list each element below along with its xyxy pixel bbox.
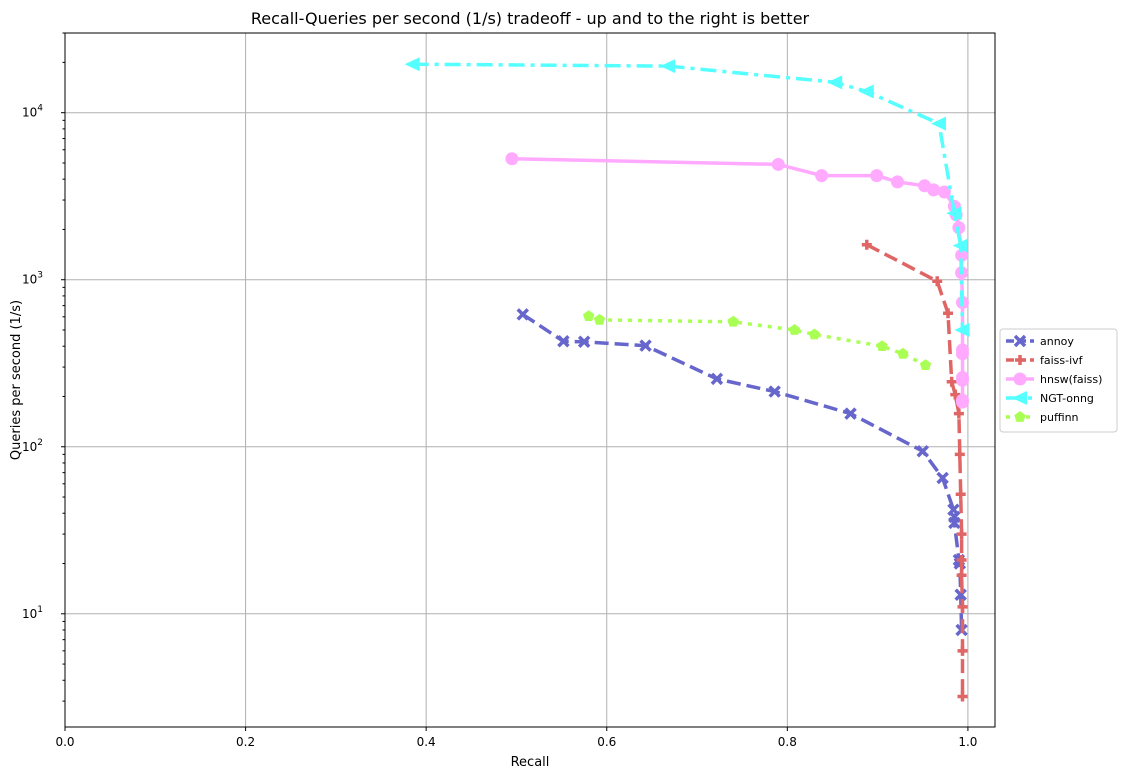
data-point [516,308,530,321]
y-axis-label: Queries per second (1/s) [9,300,24,460]
legend-item: NGT-onng [1006,391,1094,405]
data-point [890,175,904,189]
data-point [577,335,591,349]
legend-swatch-marker [1015,355,1025,365]
data-point [956,570,967,581]
legend-swatch-marker [1012,391,1027,405]
data-point [946,376,957,387]
data-point [931,116,947,131]
data-point [710,372,724,386]
data-point [916,445,930,458]
data-point [957,645,968,656]
data-point [946,206,962,221]
data-point [771,157,785,171]
data-point [936,471,949,485]
legend-swatch-marker [1014,411,1026,422]
data-point [953,408,964,419]
x-tick-label: 0.8 [778,735,797,749]
data-point [919,359,932,370]
data-point [897,347,909,359]
data-point [955,489,966,500]
y-tick-label: 104 [22,104,43,120]
data-point [955,395,969,409]
data-point [827,75,843,90]
x-tick-label: 0.2 [236,735,255,749]
legend: annoy faiss-ivf hnsw(faiss) NGT-onng puffinn [999,328,1118,433]
series-ngt-onng [404,57,970,338]
data-point [660,59,676,74]
legend-label: hnsw(faiss) [1040,373,1102,386]
legend-swatch-marker [1013,334,1027,348]
data-point [955,347,969,361]
data-point [932,276,943,287]
legend-item: faiss-ivf [1006,354,1084,367]
data-point [927,183,941,197]
legend-label: NGT-onng [1040,392,1094,405]
data-point [858,84,874,99]
data-point [815,169,829,183]
data-point [954,449,965,460]
series-line [588,314,927,367]
data-point [956,529,967,540]
data-point [955,373,969,387]
data-point [952,238,968,253]
series-line [865,243,965,697]
legend-label: puffinn [1040,411,1079,424]
legend-swatch-marker [1013,372,1027,386]
data-point [957,691,968,702]
y-tick-label: 101 [22,605,43,621]
data-point [876,340,888,351]
data-point [955,248,969,262]
legend-label: faiss-ivf [1040,354,1084,367]
data-point [954,323,970,338]
legend-item: annoy [1006,334,1074,348]
data-point [583,310,595,321]
series-faiss-ivf [861,239,968,702]
data-point [870,169,884,183]
data-point [768,385,781,398]
legend-item: puffinn [1006,411,1079,424]
data-point [844,407,857,420]
series-line [412,62,965,331]
data-point [808,328,821,340]
data-point [639,339,652,352]
data-point [956,554,967,565]
series-layer [404,57,970,702]
plot-area-frame [64,32,996,728]
x-tick-label: 0.6 [597,735,616,749]
series-puffinn [583,310,932,370]
data-point [557,335,570,348]
x-tick-label: 0.4 [417,735,436,749]
legend-item: hnsw(faiss) [1006,372,1102,386]
data-point [950,389,961,400]
x-tick-label: 0.0 [55,735,74,749]
y-tick-label: 103 [22,271,43,287]
data-point [505,152,519,166]
data-point [727,315,739,327]
x-tick-label: 1.0 [958,735,977,749]
data-point [948,516,961,530]
data-point [957,601,968,612]
legend-label: annoy [1040,335,1074,348]
data-point [937,185,951,199]
axis-ticks: 0.0 0.2 0.4 0.6 0.8 1.0 101 102 103 104 [22,32,977,749]
x-axis-label: Recall [511,755,550,770]
data-point [861,239,872,250]
legend-box [999,328,1118,433]
y-tick-label: 102 [22,438,43,454]
data-point [954,588,967,601]
data-point [404,57,420,72]
data-point [593,313,606,325]
data-point [943,308,954,319]
data-point [788,324,801,335]
chart-title: Recall-Queries per second (1/s) tradeoff… [251,9,810,28]
